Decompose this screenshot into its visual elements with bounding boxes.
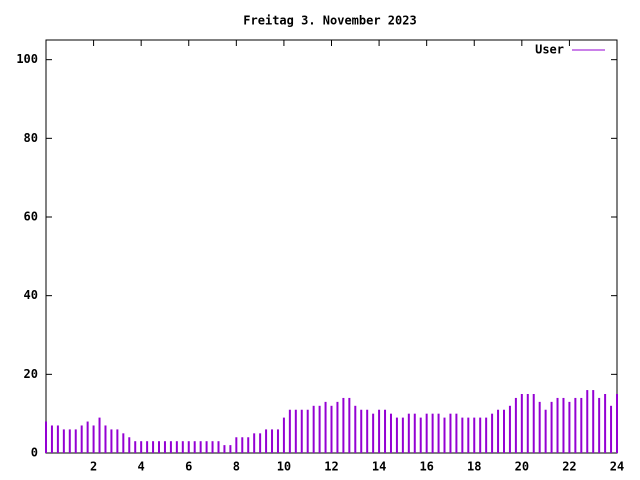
x-tick-label: 12: [324, 460, 338, 474]
x-tick-label: 8: [233, 460, 240, 474]
y-tick-label: 60: [24, 210, 38, 224]
x-tick-label: 16: [419, 460, 433, 474]
y-tick-label: 20: [24, 367, 38, 381]
y-tick-label: 0: [31, 446, 38, 460]
y-tick-label: 80: [24, 131, 38, 145]
x-tick-label: 2: [90, 460, 97, 474]
y-tick-label: 100: [16, 52, 38, 66]
x-tick-label: 10: [277, 460, 291, 474]
y-tick-label: 40: [24, 288, 38, 302]
x-tick-label: 22: [562, 460, 576, 474]
x-tick-label: 14: [372, 460, 386, 474]
x-tick-label: 20: [515, 460, 529, 474]
chart-title: Freitag 3. November 2023: [243, 14, 416, 28]
x-tick-label: 18: [467, 460, 481, 474]
x-tick-label: 4: [138, 460, 145, 474]
x-tick-label: 6: [185, 460, 192, 474]
x-tick-label: 24: [610, 460, 624, 474]
legend-label: User: [535, 43, 564, 57]
